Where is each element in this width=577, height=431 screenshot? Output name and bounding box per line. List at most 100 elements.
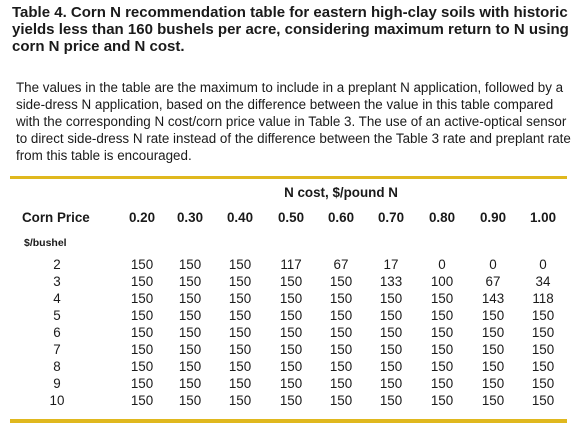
table-cell: 34 [535, 274, 551, 289]
corn-price-cell: 3 [53, 274, 61, 289]
corn-price-cell: 5 [53, 308, 61, 323]
table-cell: 0 [438, 257, 446, 272]
table-cell: 150 [228, 393, 252, 408]
table-cell: 150 [430, 325, 454, 340]
table-cell: 150 [228, 308, 252, 323]
corn-price-cell: 8 [53, 359, 61, 374]
table-cell: 150 [430, 308, 454, 323]
table-cell: 150 [228, 274, 252, 289]
table-cell: 150 [279, 308, 303, 323]
table-cell: 150 [481, 342, 505, 357]
bottom-rule [10, 419, 567, 423]
table-cell: 150 [531, 308, 555, 323]
table-cell: 150 [430, 359, 454, 374]
table-cell: 150 [430, 376, 454, 391]
table-cell: 150 [279, 342, 303, 357]
table-cell: 150 [228, 257, 252, 272]
table-cell: 150 [228, 291, 252, 306]
table-cell: 150 [178, 291, 202, 306]
table-cell: 150 [329, 359, 353, 374]
table-cell: 150 [130, 325, 154, 340]
table-cell: 17 [383, 257, 399, 272]
corn-price-cell: 2 [53, 257, 61, 272]
column-header: 0.50 [277, 210, 305, 225]
table-cell: 150 [178, 359, 202, 374]
corn-price-cell: 10 [49, 393, 65, 408]
column-header: 0.80 [428, 210, 456, 225]
table-title: Table 4. Corn N recommendation table for… [12, 4, 569, 55]
table-cell: 150 [379, 325, 403, 340]
table-cell: 150 [130, 291, 154, 306]
corn-price-cell: 4 [53, 291, 61, 306]
column-header: 0.20 [128, 210, 156, 225]
table-cell: 150 [228, 342, 252, 357]
table-cell: 150 [531, 393, 555, 408]
table-cell: 150 [329, 376, 353, 391]
table-cell: 150 [279, 359, 303, 374]
table-cell: 150 [130, 274, 154, 289]
top-rule [10, 176, 567, 179]
table-cell: 150 [329, 308, 353, 323]
table-cell: 150 [531, 342, 555, 357]
column-header: 0.70 [377, 210, 405, 225]
corn-price-cell: 9 [53, 376, 61, 391]
table-cell: 150 [228, 325, 252, 340]
column-header: 0.40 [226, 210, 254, 225]
table-cell: 150 [430, 291, 454, 306]
column-header: 0.60 [327, 210, 355, 225]
table-cell: 150 [279, 376, 303, 391]
table-cell: 150 [178, 325, 202, 340]
table-cell: 150 [178, 274, 202, 289]
table-cell: 150 [279, 274, 303, 289]
n-cost-header: N cost, $/pound N [284, 185, 398, 200]
table-cell: 150 [379, 393, 403, 408]
table-cell: 150 [481, 325, 505, 340]
table-cell: 150 [329, 325, 353, 340]
column-header: 0.30 [176, 210, 204, 225]
table-cell: 117 [280, 257, 302, 272]
table-cell: 150 [379, 376, 403, 391]
table-cell: 150 [178, 257, 202, 272]
table-cell: 150 [279, 393, 303, 408]
table-cell: 150 [130, 393, 154, 408]
table-cell: 150 [130, 376, 154, 391]
table-cell: 150 [178, 308, 202, 323]
table-cell: 150 [329, 291, 353, 306]
table-cell: 67 [485, 274, 501, 289]
table-cell: 150 [130, 342, 154, 357]
table-cell: 67 [333, 257, 349, 272]
table-cell: 150 [178, 393, 202, 408]
table-cell: 150 [481, 359, 505, 374]
table-cell: 150 [329, 342, 353, 357]
table-cell: 150 [379, 308, 403, 323]
table-cell: 118 [532, 291, 554, 306]
table-cell: 150 [379, 291, 403, 306]
table-description: The values in the table are the maximum … [16, 80, 571, 163]
column-header: 0.90 [479, 210, 507, 225]
table-cell: 150 [481, 376, 505, 391]
column-header: 1.00 [529, 210, 557, 225]
table-cell: 150 [178, 342, 202, 357]
table-cell: 150 [531, 376, 555, 391]
table-cell: 150 [279, 325, 303, 340]
table-cell: 150 [228, 376, 252, 391]
table-cell: 150 [481, 393, 505, 408]
table-cell: 150 [531, 325, 555, 340]
corn-price-cell: 6 [53, 325, 61, 340]
table-cell: 150 [329, 274, 353, 289]
table-cell: 150 [531, 359, 555, 374]
corn-price-header: Corn Price [22, 210, 90, 225]
table-cell: 133 [379, 274, 403, 289]
table-cell: 150 [481, 308, 505, 323]
table-cell: 150 [430, 393, 454, 408]
corn-price-cell: 7 [53, 342, 61, 357]
table-cell: 150 [228, 359, 252, 374]
price-unit-label: $/bushel [24, 237, 67, 249]
table-cell: 150 [130, 257, 154, 272]
table-cell: 0 [539, 257, 547, 272]
table-cell: 143 [481, 291, 505, 306]
table-cell: 100 [430, 274, 454, 289]
table-cell: 150 [430, 342, 454, 357]
table-cell: 150 [130, 359, 154, 374]
table-cell: 150 [329, 393, 353, 408]
